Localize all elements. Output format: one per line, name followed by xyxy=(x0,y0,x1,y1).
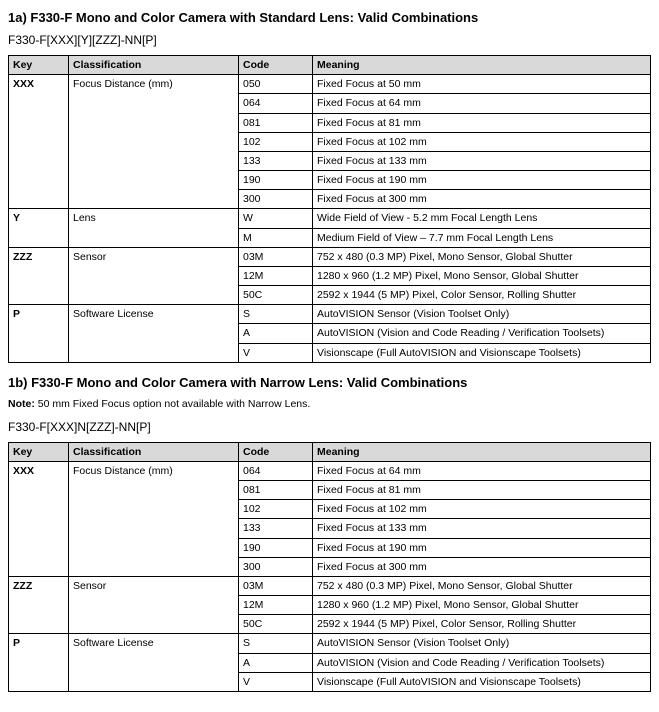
code-cell: 12M xyxy=(239,266,313,285)
code-cell: V xyxy=(239,672,313,691)
meaning-cell: Fixed Focus at 133 mm xyxy=(313,519,651,538)
section1-table: Key Classification Code Meaning XXXFocus… xyxy=(8,55,651,363)
meaning-cell: Medium Field of View – 7.7 mm Focal Leng… xyxy=(313,228,651,247)
code-cell: W xyxy=(239,209,313,228)
header-code: Code xyxy=(239,56,313,75)
key-cell: ZZZ xyxy=(9,576,69,634)
meaning-cell: Fixed Focus at 81 mm xyxy=(313,481,651,500)
code-cell: M xyxy=(239,228,313,247)
table-row: XXXFocus Distance (mm)050Fixed Focus at … xyxy=(9,75,651,94)
meaning-cell: Fixed Focus at 50 mm xyxy=(313,75,651,94)
meaning-cell: Wide Field of View - 5.2 mm Focal Length… xyxy=(313,209,651,228)
meaning-cell: AutoVISION (Vision and Code Reading / Ve… xyxy=(313,324,651,343)
key-cell: ZZZ xyxy=(9,247,69,305)
code-cell: 50C xyxy=(239,615,313,634)
section1-pattern: F330-F[XXX][Y][ZZZ]-NN[P] xyxy=(8,33,651,47)
code-cell: 081 xyxy=(239,481,313,500)
meaning-cell: 752 x 480 (0.3 MP) Pixel, Mono Sensor, G… xyxy=(313,576,651,595)
code-cell: 190 xyxy=(239,171,313,190)
meaning-cell: 2592 x 1944 (5 MP) Pixel, Color Sensor, … xyxy=(313,286,651,305)
code-cell: 064 xyxy=(239,94,313,113)
header-classification: Classification xyxy=(69,442,239,461)
header-meaning: Meaning xyxy=(313,56,651,75)
note-text: 50 mm Fixed Focus option not available w… xyxy=(35,398,310,410)
meaning-cell: 1280 x 960 (1.2 MP) Pixel, Mono Sensor, … xyxy=(313,266,651,285)
meaning-cell: Fixed Focus at 300 mm xyxy=(313,190,651,209)
code-cell: 300 xyxy=(239,190,313,209)
code-cell: 133 xyxy=(239,519,313,538)
code-cell: 081 xyxy=(239,113,313,132)
key-cell: P xyxy=(9,634,69,692)
code-cell: S xyxy=(239,305,313,324)
code-cell: 12M xyxy=(239,596,313,615)
meaning-cell: 2592 x 1944 (5 MP) Pixel, Color Sensor, … xyxy=(313,615,651,634)
code-cell: A xyxy=(239,653,313,672)
classification-cell: Focus Distance (mm) xyxy=(69,461,239,576)
table-row: ZZZSensor03M752 x 480 (0.3 MP) Pixel, Mo… xyxy=(9,576,651,595)
meaning-cell: Visionscape (Full AutoVISION and Visions… xyxy=(313,343,651,362)
meaning-cell: AutoVISION Sensor (Vision Toolset Only) xyxy=(313,634,651,653)
meaning-cell: Fixed Focus at 64 mm xyxy=(313,94,651,113)
section2-pattern: F330-F[XXX]N[ZZZ]-NN[P] xyxy=(8,420,651,434)
code-cell: 102 xyxy=(239,500,313,519)
header-meaning: Meaning xyxy=(313,442,651,461)
meaning-cell: Fixed Focus at 102 mm xyxy=(313,132,651,151)
classification-cell: Software License xyxy=(69,634,239,692)
header-key: Key xyxy=(9,56,69,75)
code-cell: 190 xyxy=(239,538,313,557)
table-row: YLensWWide Field of View - 5.2 mm Focal … xyxy=(9,209,651,228)
code-cell: S xyxy=(239,634,313,653)
section1-title: 1a) F330-F Mono and Color Camera with St… xyxy=(8,10,651,25)
meaning-cell: Fixed Focus at 64 mm xyxy=(313,461,651,480)
code-cell: V xyxy=(239,343,313,362)
code-cell: 050 xyxy=(239,75,313,94)
key-cell: XXX xyxy=(9,75,69,209)
classification-cell: Sensor xyxy=(69,576,239,634)
table-row: ZZZSensor03M752 x 480 (0.3 MP) Pixel, Mo… xyxy=(9,247,651,266)
table-row: PSoftware LicenseSAutoVISION Sensor (Vis… xyxy=(9,634,651,653)
header-classification: Classification xyxy=(69,56,239,75)
section2-table: Key Classification Code Meaning XXXFocus… xyxy=(8,442,651,692)
meaning-cell: AutoVISION (Vision and Code Reading / Ve… xyxy=(313,653,651,672)
key-cell: P xyxy=(9,305,69,363)
key-cell: XXX xyxy=(9,461,69,576)
note-label: Note: xyxy=(8,398,35,410)
section2-title: 1b) F330-F Mono and Color Camera with Na… xyxy=(8,375,651,390)
table-row: PSoftware LicenseSAutoVISION Sensor (Vis… xyxy=(9,305,651,324)
code-cell: 03M xyxy=(239,576,313,595)
code-cell: 300 xyxy=(239,557,313,576)
code-cell: 064 xyxy=(239,461,313,480)
meaning-cell: Fixed Focus at 190 mm xyxy=(313,538,651,557)
header-code: Code xyxy=(239,442,313,461)
code-cell: 03M xyxy=(239,247,313,266)
classification-cell: Lens xyxy=(69,209,239,247)
section2-note: Note: 50 mm Fixed Focus option not avail… xyxy=(8,398,651,410)
code-cell: A xyxy=(239,324,313,343)
code-cell: 50C xyxy=(239,286,313,305)
table-header-row: Key Classification Code Meaning xyxy=(9,56,651,75)
header-key: Key xyxy=(9,442,69,461)
classification-cell: Sensor xyxy=(69,247,239,305)
code-cell: 133 xyxy=(239,151,313,170)
meaning-cell: 1280 x 960 (1.2 MP) Pixel, Mono Sensor, … xyxy=(313,596,651,615)
meaning-cell: Fixed Focus at 133 mm xyxy=(313,151,651,170)
meaning-cell: Visionscape (Full AutoVISION and Visions… xyxy=(313,672,651,691)
meaning-cell: Fixed Focus at 102 mm xyxy=(313,500,651,519)
meaning-cell: Fixed Focus at 81 mm xyxy=(313,113,651,132)
table-header-row: Key Classification Code Meaning xyxy=(9,442,651,461)
classification-cell: Focus Distance (mm) xyxy=(69,75,239,209)
classification-cell: Software License xyxy=(69,305,239,363)
meaning-cell: Fixed Focus at 190 mm xyxy=(313,171,651,190)
code-cell: 102 xyxy=(239,132,313,151)
key-cell: Y xyxy=(9,209,69,247)
meaning-cell: 752 x 480 (0.3 MP) Pixel, Mono Sensor, G… xyxy=(313,247,651,266)
meaning-cell: Fixed Focus at 300 mm xyxy=(313,557,651,576)
table-row: XXXFocus Distance (mm)064Fixed Focus at … xyxy=(9,461,651,480)
meaning-cell: AutoVISION Sensor (Vision Toolset Only) xyxy=(313,305,651,324)
